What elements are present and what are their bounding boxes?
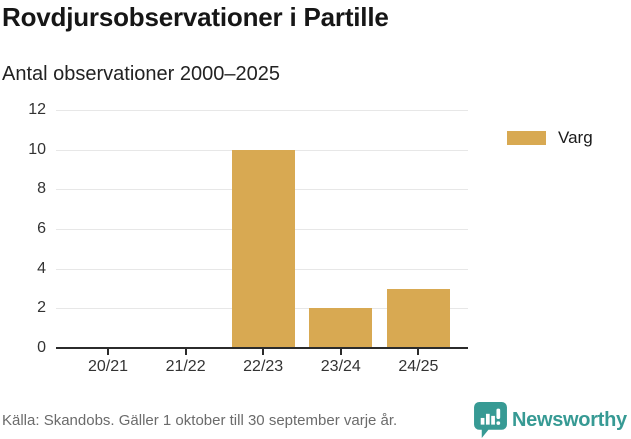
x-axis-label-20/21: 20/21 — [87, 358, 129, 375]
legend-label-varg: Varg — [558, 128, 593, 147]
x-tick-21/22 — [184, 349, 187, 355]
newsworthy-chart-bubble-icon — [474, 402, 507, 438]
newsworthy-brand-link[interactable]: Newsworthy — [474, 402, 627, 438]
x-tick-24/25 — [417, 349, 420, 355]
y-gridline-12 — [56, 110, 468, 111]
chart-title: Rovdjursobservationer i Partille — [2, 2, 389, 32]
chart-subtitle: Antal observationer 2000–2025 — [2, 63, 280, 85]
x-tick-23/24 — [339, 349, 342, 355]
y-axis-label-8: 8 — [37, 180, 46, 198]
x-axis-line — [56, 347, 468, 349]
chart-legend: Varg — [507, 128, 593, 148]
y-axis-label-0: 0 — [37, 339, 46, 356]
source-note: Källa: Skandobs. Gäller 1 oktober till 3… — [2, 412, 398, 429]
y-axis-label-6: 6 — [37, 220, 46, 237]
bar-23/24 — [309, 308, 373, 348]
x-tick-22/23 — [262, 349, 265, 355]
y-axis-label-12: 12 — [28, 101, 46, 118]
bar-22/23 — [231, 149, 295, 348]
y-axis-label-2: 2 — [37, 299, 46, 317]
x-axis-label-23/24: 23/24 — [320, 358, 361, 375]
x-axis-label-22/23: 22/23 — [243, 358, 284, 375]
x-axis-label-21/22: 21/22 — [165, 358, 206, 375]
x-tick-20/21 — [107, 349, 109, 355]
x-axis-label-24/25: 24/25 — [398, 358, 439, 375]
newsworthy-brand-name: Newsworthy — [512, 409, 627, 431]
y-axis-label-4: 4 — [37, 259, 46, 277]
bar-24/25 — [386, 288, 450, 348]
legend-swatch-varg — [507, 131, 546, 145]
y-axis-label-10: 10 — [28, 140, 46, 158]
